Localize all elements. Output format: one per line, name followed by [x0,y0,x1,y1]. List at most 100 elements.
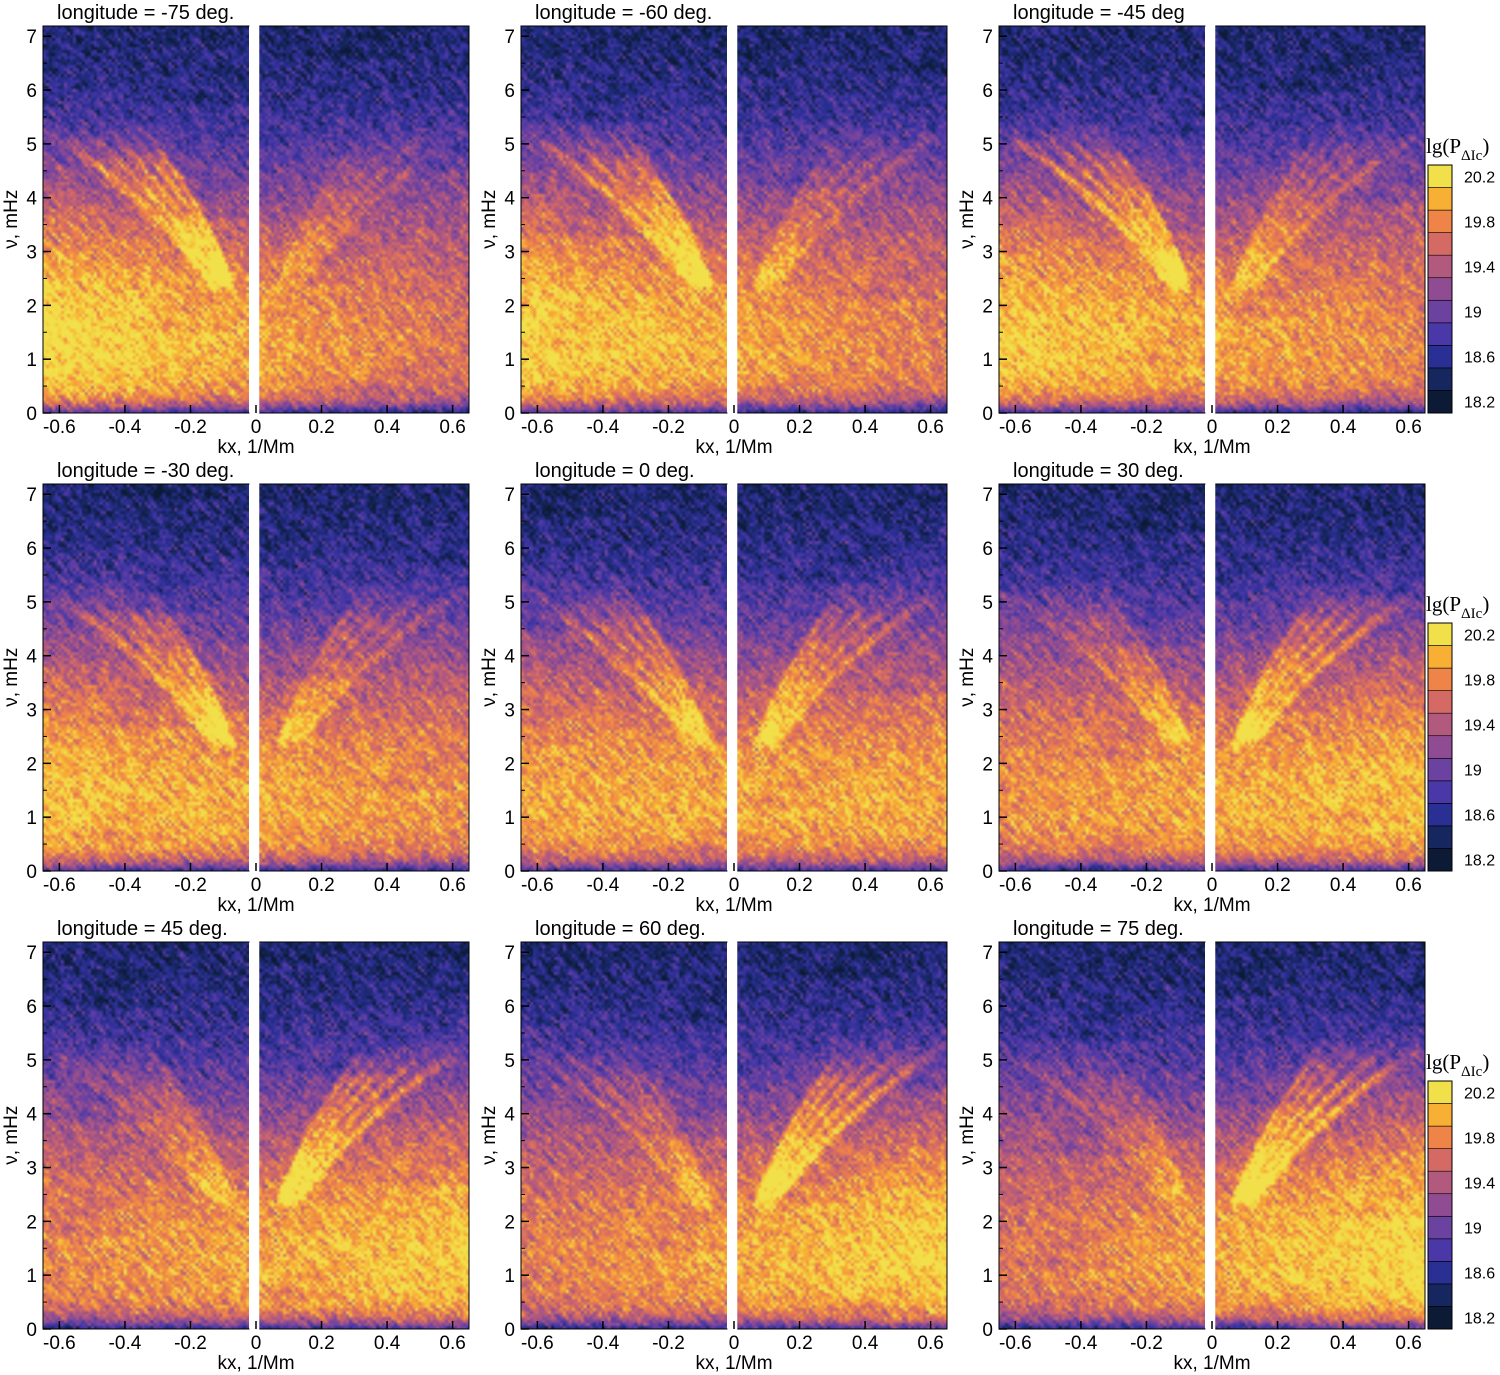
y-tick-label: 6 [504,81,515,102]
colorbar-tick-label: 19.8 [1464,672,1495,689]
x-tick-label: 0 [251,1333,262,1354]
colorbar-level [1427,757,1453,782]
x-tick-label: 0.4 [1330,875,1357,896]
panel-title: longitude = 30 deg. [1013,460,1184,482]
x-tick-label: -0.2 [1130,1333,1163,1354]
colorbar-level [1427,1170,1453,1195]
colorbar-tick-label: 19 [1464,1221,1482,1238]
x-tick-label: 0 [729,417,740,438]
x-axis-label: kx, 1/Mm [217,1353,294,1374]
x-tick-label: -0.2 [1130,417,1163,438]
colorbar-level [1427,345,1453,369]
y-tick-label: 3 [26,701,37,722]
y-tick-label: 7 [504,27,515,48]
x-tick-label: -0.2 [652,417,685,438]
y-tick-label: 7 [504,485,515,506]
power-spectrum-heatmap-right [737,942,947,1329]
colorbar-level [1427,1125,1453,1149]
colorbar-level [1427,390,1453,414]
panel-6: longitude = 30 deg. 0 1 2 3 4 5 6 7 -0.6 -0.4 -0.2 0… [957,460,1426,916]
colorbar-level [1427,1103,1453,1127]
power-spectrum-heatmap-right [259,484,469,871]
y-tick-label: 5 [26,135,37,156]
colorbar-level [1427,1193,1453,1217]
colorbar-level [1427,1261,1453,1285]
colorbar-label-close: ) [1482,592,1489,616]
y-tick-label: 5 [504,593,515,614]
colorbar-tick-label: 20.2 [1464,169,1495,186]
panel-8: longitude = 60 deg. 0 1 2 3 4 5 6 7 -0.6 -0.4 -0.2 0… [479,918,948,1374]
kx-gap [1205,483,1216,872]
y-tick-label: 1 [26,808,37,829]
kx-gap [727,941,738,1330]
colorbar-level [1427,825,1453,849]
colorbar-level [1427,735,1453,759]
y-tick-label: 0 [26,862,37,883]
x-axis-label: kx, 1/Mm [695,437,772,458]
panel-title: longitude = -45 deg [1013,2,1185,24]
colorbar-level [1427,164,1453,188]
colorbar-level [1427,667,1453,691]
x-tick-label: 0 [1207,417,1218,438]
y-tick-label: 2 [504,296,515,317]
y-tick-label: 6 [26,81,37,102]
power-spectrum-heatmap-right [259,26,469,413]
colorbar-level [1427,803,1453,827]
colorbar-label: lg(PΔIc) [1426,1050,1489,1080]
colorbar-label-main: lg(P [1426,592,1461,616]
colorbar-level [1427,1306,1453,1330]
colorbar-tick-label: 19.4 [1464,259,1495,276]
x-tick-label: -0.4 [109,875,142,896]
y-tick-label: 1 [26,1266,37,1287]
colorbar-label-close: ) [1482,1050,1489,1074]
colorbar-level [1427,209,1453,233]
y-tick-label: 1 [26,350,37,371]
x-axis-label: kx, 1/Mm [217,437,294,458]
y-axis-label: ν, mHz [479,1106,500,1165]
colorbar-label: lg(PΔIc) [1426,592,1489,622]
y-axis-label: ν, mHz [479,648,500,707]
panel-4: longitude = -30 deg. 0 1 2 3 4 5 6 7 -0.6 -0.4 -0.2… [1,460,470,916]
colorbar-tick-label: 19 [1464,305,1482,322]
y-tick-label: 5 [982,135,993,156]
colorbar-level [1427,187,1453,211]
x-tick-label: 0.6 [1395,875,1421,896]
x-tick-label: 0.4 [852,417,879,438]
x-tick-label: -0.4 [1065,875,1098,896]
power-spectrum-heatmap-right [1215,26,1425,413]
x-tick-label: 0.6 [439,1333,465,1354]
x-tick-label: 0.4 [852,1333,879,1354]
colorbar-frame [1427,622,1453,872]
colorbar-label-main: lg(P [1426,1050,1461,1074]
y-tick-label: 4 [982,189,993,210]
x-tick-label: 0.6 [917,1333,943,1354]
x-tick-label: 0.6 [1395,417,1421,438]
colorbar-level [1427,1238,1453,1262]
power-spectrum-heatmap-left [999,26,1206,413]
y-tick-label: 4 [26,189,37,210]
y-tick-label: 6 [504,539,515,560]
y-tick-label: 2 [982,1212,993,1233]
y-tick-label: 0 [982,862,993,883]
y-tick-label: 0 [504,404,515,425]
power-spectrum-heatmap-left [521,26,728,413]
y-tick-label: 6 [982,539,993,560]
colorbar-tick-label: 19.8 [1464,1130,1495,1147]
kx-gap [1205,25,1216,414]
panel-title: longitude = 60 deg. [535,918,706,940]
panel-5: longitude = 0 deg. 0 1 2 3 4 5 6 7 -0.6 -0.4 -0.2 0 0… [479,460,948,916]
panel-title: longitude = -75 deg. [57,2,234,24]
x-axis-label: kx, 1/Mm [1173,895,1250,916]
x-tick-label: 0 [1207,1333,1218,1354]
x-tick-label: 0.4 [374,875,401,896]
power-spectrum-heatmap-right [1215,942,1425,1329]
y-tick-label: 2 [982,296,993,317]
x-tick-label: 0.2 [786,417,812,438]
y-tick-label: 5 [982,1051,993,1072]
x-tick-label: -0.4 [1065,1333,1098,1354]
y-tick-label: 5 [504,135,515,156]
y-tick-label: 7 [982,27,993,48]
power-spectrum-heatmap-left [999,484,1206,871]
x-tick-label: -0.4 [587,875,620,896]
